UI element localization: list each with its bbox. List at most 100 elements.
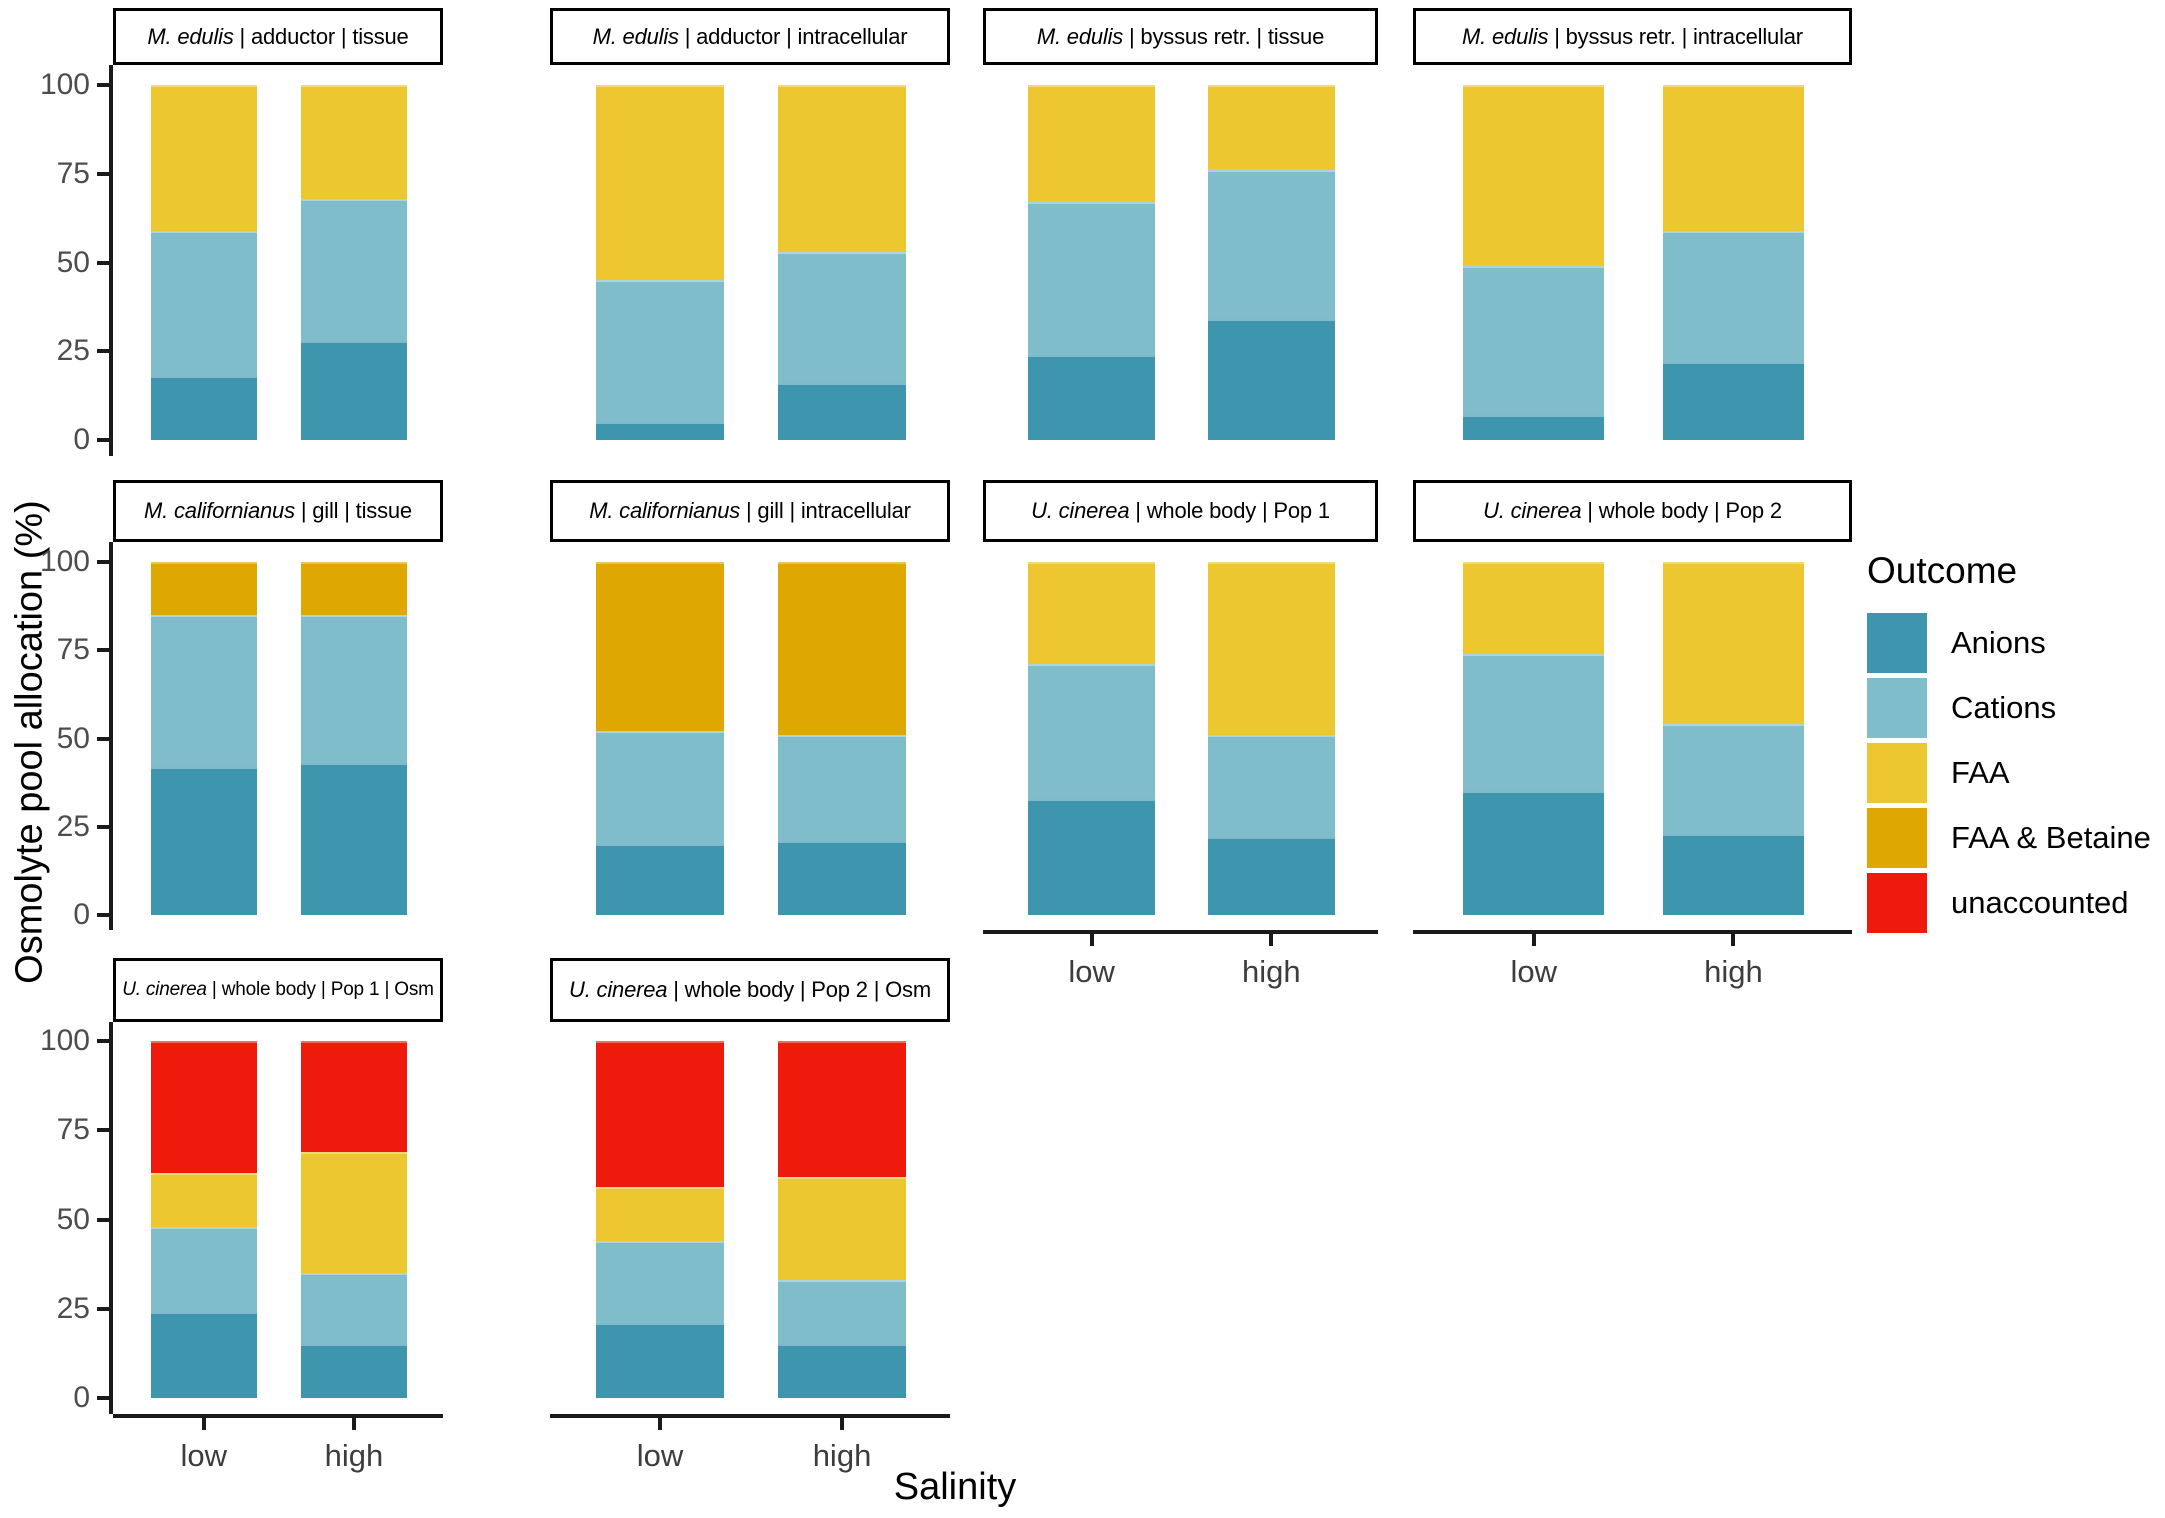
legend-item-cations: Cations xyxy=(1867,678,2056,738)
x-tick xyxy=(658,1418,662,1430)
y-tick-label: 50 xyxy=(56,1202,90,1236)
bar-segment-cations xyxy=(150,230,257,377)
bar-segment-cations xyxy=(778,1280,906,1345)
stacked-bar-high xyxy=(301,562,407,915)
x-tick-label: low xyxy=(180,1438,228,1473)
bar-segment-anions xyxy=(596,844,724,915)
bar-segment-cations xyxy=(1663,230,1804,362)
bar-segment-cations xyxy=(1463,266,1604,416)
facet-strip: M. edulis | adductor | intracellular xyxy=(550,8,950,65)
stacked-bar-low xyxy=(1028,562,1155,915)
bar-segment-faa xyxy=(1028,85,1155,203)
stacked-bar-low xyxy=(596,562,724,915)
x-tick xyxy=(840,1418,844,1430)
y-tick xyxy=(97,1039,109,1043)
legend-item-anions: Anions xyxy=(1867,613,2046,673)
bar-segment-anions xyxy=(150,1312,257,1398)
bar-segment-anions xyxy=(150,376,257,440)
y-axis-line xyxy=(109,542,113,930)
facet-title-species: U. cinerea xyxy=(122,979,207,1000)
stacked-bar-low xyxy=(596,1041,724,1398)
y-tick xyxy=(97,1396,109,1400)
stacked-bar-high xyxy=(301,85,407,440)
bar-segment-cations xyxy=(1663,724,1804,834)
bar-segment-faa xyxy=(1463,85,1604,267)
stacked-bar-low xyxy=(150,85,257,440)
bar-segment-anions xyxy=(1663,833,1804,915)
y-tick-label: 50 xyxy=(56,245,90,279)
facet-title: M. californianus | gill | intracellular xyxy=(589,498,911,524)
x-tick-label: low xyxy=(1510,954,1557,989)
bar-segment-cations xyxy=(1028,202,1155,355)
legend-item-faa-betaine: FAA & Betaine xyxy=(1867,808,2151,868)
facet-title: M. californianus | gill | tissue xyxy=(144,498,412,524)
facet-title-species: U. cinerea xyxy=(569,977,668,1002)
stacked-bar-low xyxy=(150,562,257,915)
bar-segment-faa xyxy=(1663,562,1804,725)
y-tick xyxy=(97,648,109,653)
stacked-bar-high xyxy=(778,1041,906,1398)
bar-segment-anions xyxy=(1208,319,1335,440)
bar-segment-faa xyxy=(150,85,257,231)
stacked-bar-high xyxy=(1208,562,1335,915)
bar-segment-anions xyxy=(1028,798,1155,915)
bar-segment-faa xyxy=(596,1187,724,1241)
facet-title-rest: | whole body | Pop 1 xyxy=(1129,498,1330,523)
legend-label: FAA xyxy=(1951,755,2010,790)
facet-title-species: M. edulis xyxy=(1462,23,1549,49)
facet-title: U. cinerea | whole body | Pop 1 | Osm xyxy=(122,979,434,1001)
facet-title-rest: | whole body | Pop 1 | Osm xyxy=(206,979,434,1000)
stacked-bar-low xyxy=(1028,85,1155,440)
legend-swatch-icon xyxy=(1867,678,1927,738)
bar-segment-faa-betaine xyxy=(596,562,724,732)
facet-strip: M. edulis | adductor | tissue xyxy=(113,8,443,65)
stacked-bar-low xyxy=(596,85,724,440)
x-axis-line xyxy=(113,1414,443,1418)
bar-segment-anions xyxy=(596,422,724,440)
stacked-bar-high xyxy=(778,562,906,915)
facet-title-rest: | adductor | intracellular xyxy=(678,23,908,49)
bar-segment-anions xyxy=(778,383,906,440)
legend-label: unaccounted xyxy=(1951,885,2129,920)
y-tick xyxy=(97,1128,109,1133)
bar-segment-cations xyxy=(301,198,407,341)
stacked-bar-low xyxy=(1463,562,1604,915)
x-tick xyxy=(201,1418,206,1430)
y-tick xyxy=(97,824,109,829)
bar-segment-cations xyxy=(596,731,724,845)
stacked-bar-high xyxy=(1663,85,1804,440)
legend-swatch-icon xyxy=(1867,808,1927,868)
facet-strip: M. californianus | gill | tissue xyxy=(113,480,443,542)
facet-title-rest: | byssus retr. | intracellular xyxy=(1548,23,1803,49)
facet-title: M. edulis | byssus retr. | intracellular xyxy=(1462,24,1803,50)
x-tick xyxy=(1269,934,1274,946)
y-tick xyxy=(97,349,109,354)
facet-title-rest: | byssus retr. | tissue xyxy=(1123,23,1325,49)
stacked-bar-high xyxy=(301,1041,407,1398)
y-tick xyxy=(97,1306,109,1311)
y-tick xyxy=(97,171,109,176)
bar-segment-faa xyxy=(596,85,724,281)
y-tick-label: 75 xyxy=(56,1113,90,1147)
legend-swatch-icon xyxy=(1867,873,1927,933)
bar-segment-cations xyxy=(301,614,407,764)
bar-segment-anions xyxy=(1463,791,1604,915)
facet-title: M. edulis | byssus retr. | tissue xyxy=(1037,24,1324,50)
bar-segment-anions xyxy=(778,1344,906,1398)
facet-title: U. cinerea | whole body | Pop 1 xyxy=(1031,498,1330,524)
bar-segment-cations xyxy=(778,251,906,384)
facet-title-species: M. edulis xyxy=(592,23,679,49)
facet-title-rest: | whole body | Pop 2 | Osm xyxy=(667,977,931,1002)
facet-title-species: M. edulis xyxy=(1036,23,1124,49)
bar-segment-unaccounted xyxy=(778,1041,906,1177)
x-tick xyxy=(351,1418,356,1430)
bar-segment-cations xyxy=(1028,664,1155,799)
x-axis-line xyxy=(1413,930,1852,934)
facet-strip: M. californianus | gill | intracellular xyxy=(550,480,950,542)
facet-strip: U. cinerea | whole body | Pop 1 | Osm xyxy=(113,958,443,1022)
bar-segment-unaccounted xyxy=(150,1041,257,1174)
bar-segment-cations xyxy=(1208,734,1335,838)
stacked-bar-high xyxy=(1208,85,1335,440)
x-tick xyxy=(1531,934,1536,946)
